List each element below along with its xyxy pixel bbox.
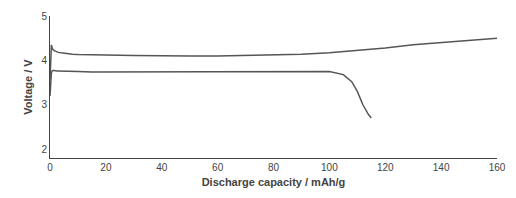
svg-text:80: 80 bbox=[268, 162, 280, 173]
svg-text:2: 2 bbox=[41, 144, 47, 155]
svg-text:Discharge capacity / mAh/g: Discharge capacity / mAh/g bbox=[202, 176, 346, 188]
svg-text:160: 160 bbox=[489, 162, 506, 173]
svg-text:Voltage / V: Voltage / V bbox=[22, 59, 34, 115]
svg-text:60: 60 bbox=[212, 162, 224, 173]
svg-text:100: 100 bbox=[321, 162, 338, 173]
svg-text:120: 120 bbox=[377, 162, 394, 173]
svg-text:3: 3 bbox=[41, 99, 47, 110]
svg-text:20: 20 bbox=[100, 162, 112, 173]
svg-text:0: 0 bbox=[47, 162, 53, 173]
svg-text:40: 40 bbox=[156, 162, 168, 173]
svg-text:4: 4 bbox=[41, 55, 47, 66]
svg-text:5: 5 bbox=[41, 11, 47, 22]
svg-text:140: 140 bbox=[433, 162, 450, 173]
